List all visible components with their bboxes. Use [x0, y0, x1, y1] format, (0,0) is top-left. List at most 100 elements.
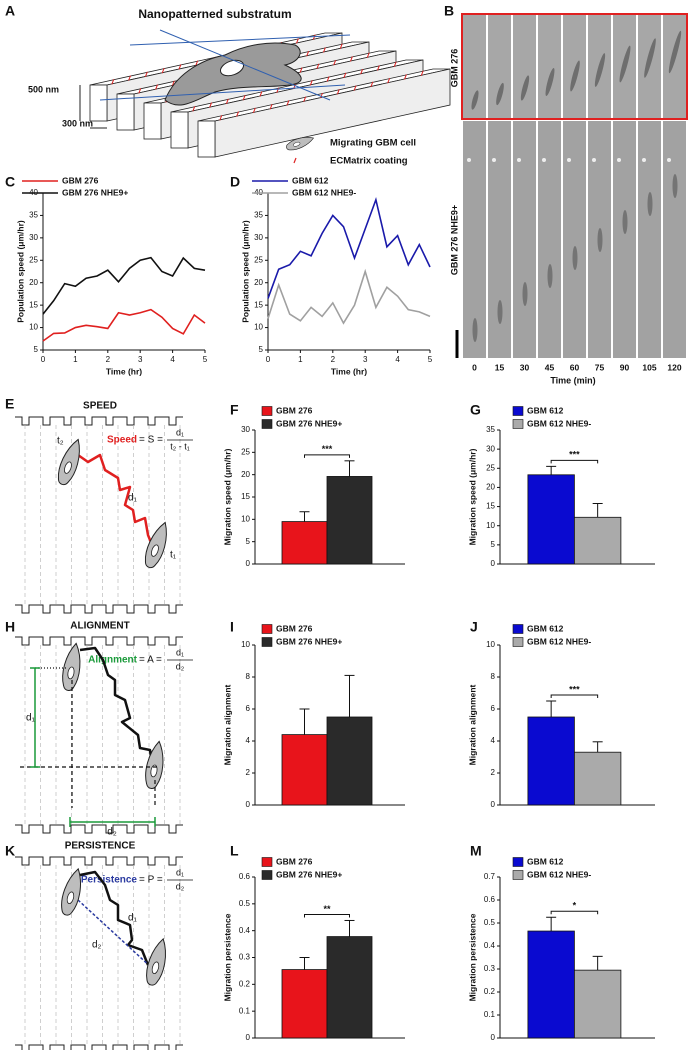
ecm-dash [111, 79, 115, 85]
x-tick-label: 1 [298, 355, 303, 364]
ecm-dash [195, 60, 199, 66]
formula-equation: = S = [139, 435, 163, 446]
ecm-dash [276, 87, 280, 93]
ecm-dash [295, 38, 299, 44]
row-label: GBM 276 [449, 49, 459, 88]
time-label: 60 [570, 362, 580, 372]
y-tick-label: 30 [486, 444, 495, 453]
frame [463, 15, 486, 118]
x-tick-label: 1 [73, 355, 78, 364]
cell-image [471, 90, 479, 110]
formula-denominator: t₂ - t₁ [170, 441, 190, 451]
y-tick-label: 25 [486, 463, 495, 472]
y-tick-label: 0.4 [239, 926, 251, 935]
y-tick-label: 4 [491, 736, 496, 745]
series-line [267, 196, 431, 299]
bar [326, 716, 373, 806]
x-tick-label: 0 [266, 355, 271, 364]
bar [281, 969, 328, 1039]
x-axis-label: Time (hr) [106, 366, 142, 376]
debris [667, 158, 671, 162]
track [79, 870, 150, 966]
formula-denominator: d₂ [176, 881, 185, 891]
legend-swatch [512, 419, 524, 429]
y-tick-label: 0 [491, 800, 496, 809]
x-tick-label: 3 [138, 355, 143, 364]
frame [563, 15, 586, 118]
y-tick-label: 5 [259, 345, 264, 354]
ecm-dash [306, 50, 310, 57]
debris [567, 158, 571, 162]
y-axis-label: Population speed (μm/hr) [15, 220, 25, 323]
x-tick-label: 2 [331, 355, 336, 364]
cell-image [545, 67, 555, 97]
sig-label: *** [569, 450, 580, 460]
x-tick-label: 4 [395, 355, 400, 364]
y-axis-label: Migration speed (μm/hr) [222, 448, 232, 545]
legend-swatch [261, 637, 273, 647]
ecm-dash [353, 85, 357, 91]
ecm-dash [403, 74, 407, 80]
ecm-dash [161, 67, 165, 74]
legend-text: GBM 276 NHE9+ [276, 869, 342, 879]
ecm-dash [322, 47, 326, 53]
legend-swatch [261, 870, 273, 880]
y-axis-label: Migration alignment [467, 684, 477, 765]
ecm-dash [155, 84, 159, 90]
ecm-dash [178, 64, 182, 70]
y-tick-label: 6 [246, 704, 251, 713]
legend-text: GBM 612 [527, 856, 564, 866]
y-tick-label: 10 [29, 323, 38, 332]
x-tick-label: 0 [41, 355, 46, 364]
y-tick-label: 25 [29, 255, 38, 264]
bar [574, 516, 622, 565]
cell-image [619, 45, 631, 83]
y-tick-label: 0 [491, 1033, 496, 1042]
y-tick-label: 10 [241, 640, 250, 649]
legend-text: GBM 612 [527, 623, 564, 633]
legend-text: GBM 276 [62, 175, 99, 185]
panel-label: K [5, 843, 15, 859]
rail-front [116, 93, 135, 131]
y-tick-label: 6 [491, 704, 496, 713]
debris [542, 158, 546, 162]
debris [642, 158, 646, 162]
width-label: 300 nm [62, 118, 93, 128]
y-axis-label: Population speed (μm/hr) [240, 220, 250, 323]
y-tick-label: 0.4 [484, 941, 496, 950]
legend-text: GBM 276 NHE9+ [276, 418, 342, 428]
time-label: 120 [667, 362, 681, 372]
label: d₁ [26, 713, 36, 724]
y-tick-label: 2 [246, 768, 251, 777]
y-tick-label: 0.3 [239, 953, 251, 962]
bar [527, 474, 575, 565]
series-line [267, 268, 431, 325]
ecm-dash [242, 94, 246, 101]
panel-label: G [470, 402, 481, 418]
bracket [30, 667, 40, 768]
ecm-dash [259, 91, 263, 97]
label: d₁ [128, 493, 138, 504]
frame [488, 121, 511, 358]
cell-image [594, 53, 606, 87]
cell-image [496, 82, 504, 106]
ecm-dash [370, 81, 374, 88]
y-tick-label: 20 [241, 470, 250, 479]
ecm-dash [144, 71, 148, 78]
y-tick-label: 8 [246, 672, 251, 681]
y-tick-label: 0 [246, 1033, 251, 1042]
bracket [69, 817, 156, 827]
y-tick-label: 0.6 [484, 895, 496, 904]
panel-label: M [470, 843, 482, 859]
panel-label: H [5, 619, 15, 635]
frame [563, 121, 586, 358]
diagram-title: PERSISTENCE [65, 841, 136, 852]
panel-label: A [5, 3, 15, 19]
label: d₂ [92, 940, 102, 951]
formula-measure: Alignment [88, 655, 138, 666]
ecm-dash [269, 103, 273, 110]
legend-text: GBM 276 NHE9+ [62, 187, 128, 197]
time-label: 75 [595, 362, 605, 372]
cell-image [622, 210, 628, 234]
y-tick-label: 25 [241, 447, 250, 456]
